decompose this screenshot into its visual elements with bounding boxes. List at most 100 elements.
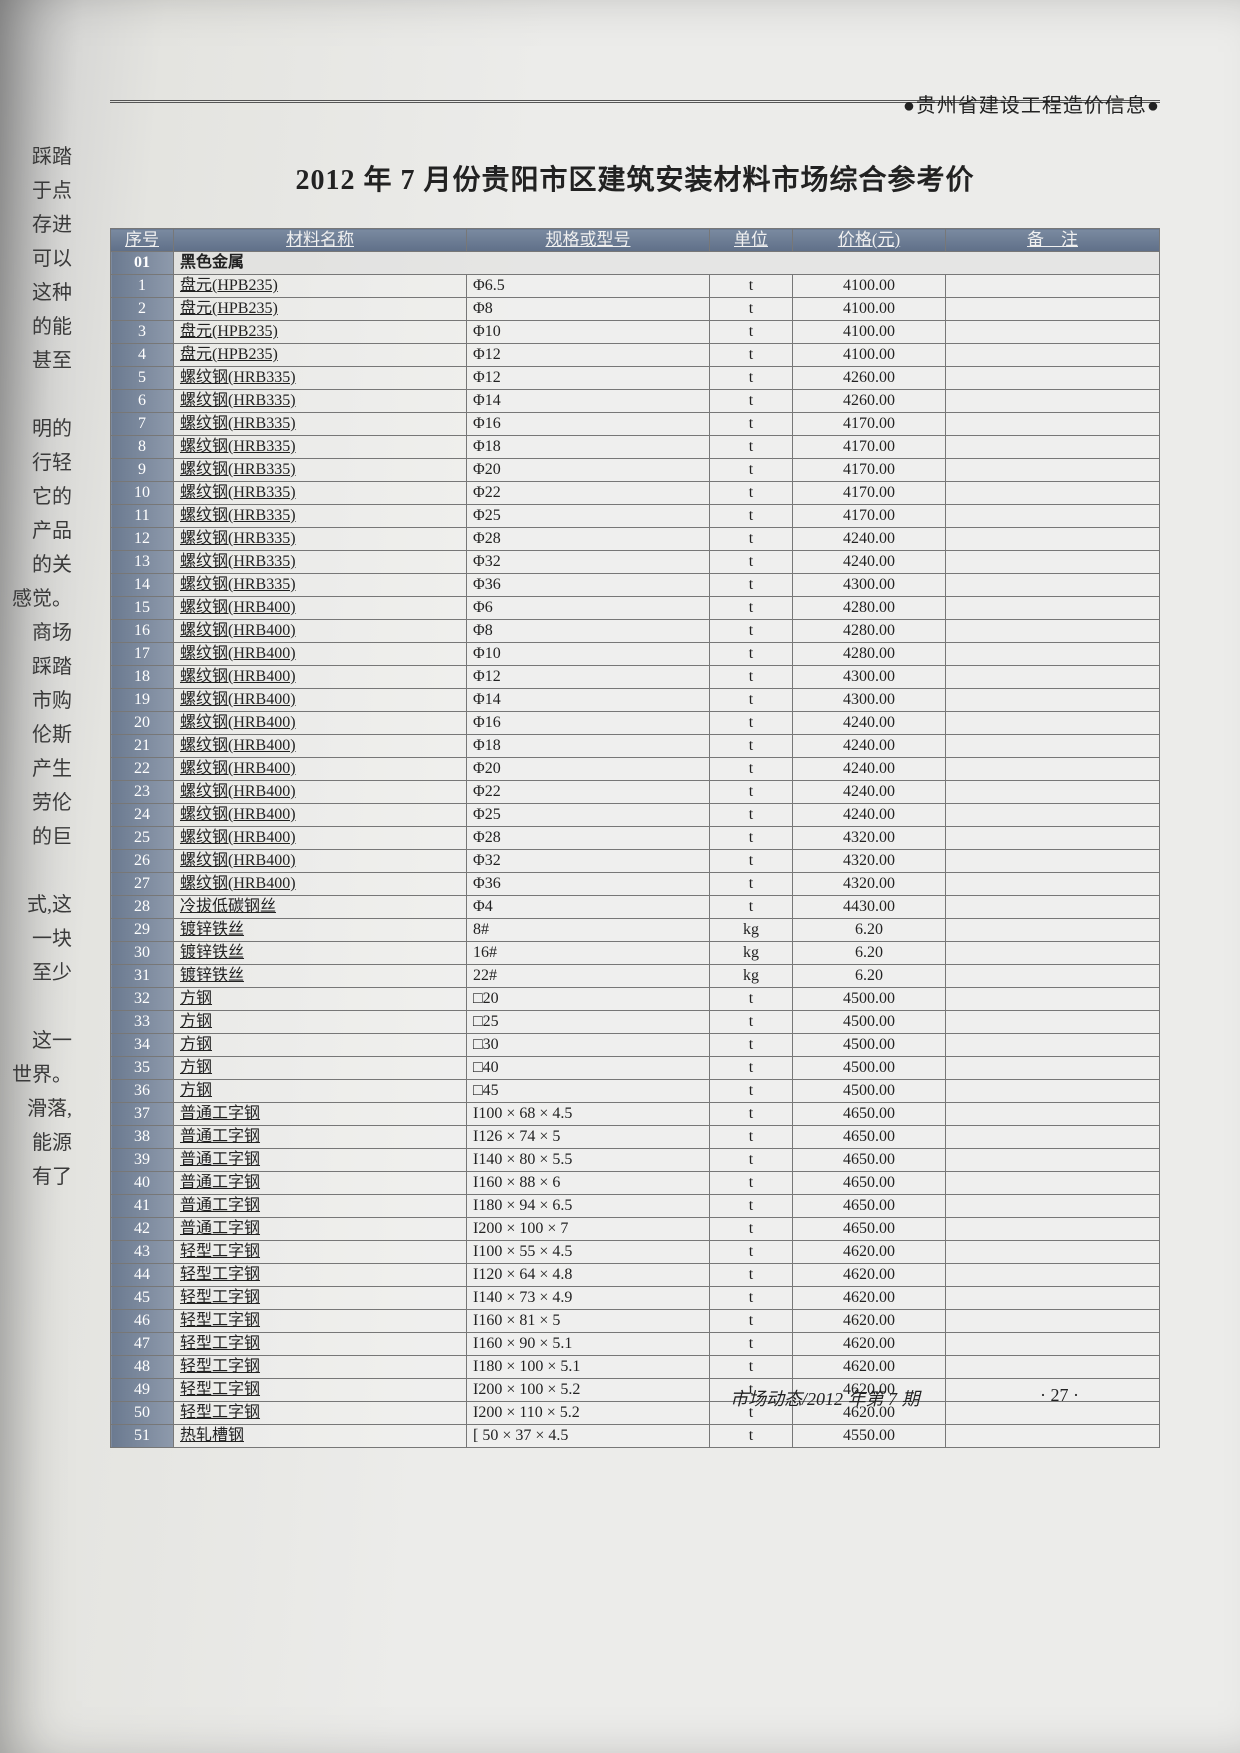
- table-row: 33方钢□25t4500.00: [111, 1011, 1160, 1034]
- cell-unit: t: [710, 482, 793, 505]
- cell-name: 镀锌铁丝: [174, 965, 467, 988]
- cell-name: 盘元(HPB235): [174, 298, 467, 321]
- cell-spec: Φ18: [467, 735, 710, 758]
- cell-price: 4240.00: [793, 781, 946, 804]
- cell-unit: t: [710, 298, 793, 321]
- cell-unit: t: [710, 275, 793, 298]
- cell-spec: I200 × 110 × 5.2: [467, 1402, 710, 1425]
- cell-spec: I200 × 100 × 7: [467, 1218, 710, 1241]
- cell-spec: Φ28: [467, 528, 710, 551]
- cell-note: [946, 712, 1160, 735]
- cell-name: 镀锌铁丝: [174, 919, 467, 942]
- left-fragment: 伦斯: [0, 718, 72, 752]
- left-fragment: 至少: [0, 956, 72, 990]
- table-row: 28冷拔低碳钢丝Φ4t4430.00: [111, 896, 1160, 919]
- cell-price: 4620.00: [793, 1356, 946, 1379]
- cell-price: 4240.00: [793, 735, 946, 758]
- left-fragment: 的巨: [0, 820, 72, 854]
- cell-unit: t: [710, 1356, 793, 1379]
- cell-name: 轻型工字钢: [174, 1333, 467, 1356]
- table-row: 14螺纹钢(HRB335)Φ36t4300.00: [111, 574, 1160, 597]
- cell-name: 方钢: [174, 1011, 467, 1034]
- cell-unit: t: [710, 689, 793, 712]
- cell-price: 4280.00: [793, 620, 946, 643]
- table-row: 7螺纹钢(HRB335)Φ16t4170.00: [111, 413, 1160, 436]
- table-row: 51热轧槽钢[ 50 × 37 × 4.5t4550.00: [111, 1425, 1160, 1448]
- cell-seq: 24: [111, 804, 174, 827]
- cell-unit: t: [710, 459, 793, 482]
- cell-price: 4620.00: [793, 1310, 946, 1333]
- cell-seq: 32: [111, 988, 174, 1011]
- cell-spec: 8#: [467, 919, 710, 942]
- section-row: 01 黑色金属: [111, 252, 1160, 275]
- cell-spec: I200 × 100 × 5.2: [467, 1379, 710, 1402]
- cell-name: 方钢: [174, 1057, 467, 1080]
- cell-price: 4650.00: [793, 1172, 946, 1195]
- cell-spec: Φ22: [467, 482, 710, 505]
- cell-price: 4550.00: [793, 1425, 946, 1448]
- col-price: 价格(元): [793, 229, 946, 252]
- cell-spec: Φ14: [467, 390, 710, 413]
- cell-note: [946, 505, 1160, 528]
- left-fragment: 能源: [0, 1126, 72, 1160]
- cell-seq: 12: [111, 528, 174, 551]
- cell-spec: I140 × 73 × 4.9: [467, 1287, 710, 1310]
- footer-text: 市场动态/2012 年第 7 期: [730, 1385, 920, 1411]
- table-row: 9螺纹钢(HRB335)Φ20t4170.00: [111, 459, 1160, 482]
- cell-spec: I100 × 68 × 4.5: [467, 1103, 710, 1126]
- cell-name: 螺纹钢(HRB400): [174, 666, 467, 689]
- cell-name: 螺纹钢(HRB400): [174, 850, 467, 873]
- cell-note: [946, 459, 1160, 482]
- left-fragment: [0, 990, 72, 1024]
- cell-spec: Φ25: [467, 505, 710, 528]
- cell-unit: t: [710, 1218, 793, 1241]
- cell-name: 盘元(HPB235): [174, 275, 467, 298]
- cell-price: 4100.00: [793, 275, 946, 298]
- table-row: 49轻型工字钢I200 × 100 × 5.2t4620.00: [111, 1379, 1160, 1402]
- cell-name: 普通工字钢: [174, 1218, 467, 1241]
- cell-name: 螺纹钢(HRB335): [174, 551, 467, 574]
- cell-spec: I160 × 81 × 5: [467, 1310, 710, 1333]
- cell-unit: t: [710, 1011, 793, 1034]
- cell-spec: Φ32: [467, 551, 710, 574]
- cell-note: [946, 1103, 1160, 1126]
- cell-seq: 17: [111, 643, 174, 666]
- cell-seq: 44: [111, 1264, 174, 1287]
- cell-name: 方钢: [174, 1080, 467, 1103]
- table-row: 24螺纹钢(HRB400)Φ25t4240.00: [111, 804, 1160, 827]
- left-fragment: 这种: [0, 276, 72, 310]
- cell-spec: Φ4: [467, 896, 710, 919]
- table-row: 41普通工字钢I180 × 94 × 6.5t4650.00: [111, 1195, 1160, 1218]
- page-number: · 27 ·: [1040, 1385, 1079, 1406]
- cell-spec: Φ16: [467, 413, 710, 436]
- cell-price: 6.20: [793, 919, 946, 942]
- cell-seq: 9: [111, 459, 174, 482]
- table-row: 47轻型工字钢I160 × 90 × 5.1t4620.00: [111, 1333, 1160, 1356]
- cell-note: [946, 321, 1160, 344]
- cell-spec: Φ12: [467, 344, 710, 367]
- cell-seq: 37: [111, 1103, 174, 1126]
- cell-price: 4170.00: [793, 436, 946, 459]
- table-row: 36方钢□45t4500.00: [111, 1080, 1160, 1103]
- cell-seq: 33: [111, 1011, 174, 1034]
- cell-note: [946, 1011, 1160, 1034]
- table-body: 01 黑色金属 1盘元(HPB235)Φ6.5t4100.002盘元(HPB23…: [111, 252, 1160, 1448]
- cell-seq: 35: [111, 1057, 174, 1080]
- cell-name: 冷拔低碳钢丝: [174, 896, 467, 919]
- left-fragment: 明的: [0, 412, 72, 446]
- table-header-row: 序号 材料名称 规格或型号 单位 价格(元) 备 注: [111, 229, 1160, 252]
- cell-price: 4100.00: [793, 321, 946, 344]
- cell-price: 4500.00: [793, 1057, 946, 1080]
- table-row: 27螺纹钢(HRB400)Φ36t4320.00: [111, 873, 1160, 896]
- left-page-fragments: 踩踏于点存进可以这种的能甚至 明的行轻它的产品的关感觉。商场踩踏市购伦斯产生劳伦…: [0, 140, 78, 1194]
- cell-note: [946, 942, 1160, 965]
- cell-name: 轻型工字钢: [174, 1264, 467, 1287]
- cell-name: 普通工字钢: [174, 1195, 467, 1218]
- cell-unit: t: [710, 1264, 793, 1287]
- cell-note: [946, 896, 1160, 919]
- cell-price: 4650.00: [793, 1218, 946, 1241]
- cell-spec: [ 50 × 37 × 4.5: [467, 1425, 710, 1448]
- cell-price: 4240.00: [793, 551, 946, 574]
- cell-unit: kg: [710, 942, 793, 965]
- cell-spec: Φ22: [467, 781, 710, 804]
